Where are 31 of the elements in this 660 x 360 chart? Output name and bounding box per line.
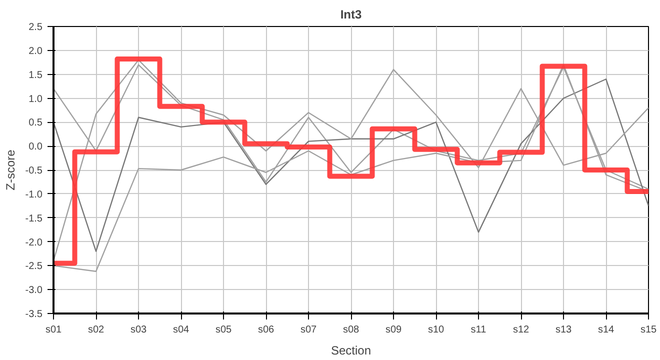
y-tick-label: 2.5 xyxy=(28,22,43,33)
y-tick-label: -1.0 xyxy=(25,189,43,200)
y-tick-label: -2.0 xyxy=(25,237,43,248)
y-axis-title: Z-score xyxy=(3,149,18,190)
x-tick-label: s11 xyxy=(470,324,487,336)
y-tick-label: -3.0 xyxy=(25,285,43,296)
x-tick-label: s07 xyxy=(300,324,317,336)
y-tick-label: 0.0 xyxy=(28,142,43,153)
x-tick-label: s13 xyxy=(555,324,572,336)
y-tick-label: 0.5 xyxy=(28,118,43,129)
x-axis-title: Section xyxy=(330,344,372,358)
x-tick-label: s09 xyxy=(385,324,402,336)
chart-title: Int3 xyxy=(340,8,362,22)
y-tick-label: -3.5 xyxy=(25,309,43,320)
x-tick-label: s04 xyxy=(172,324,190,336)
y-tick-label: 1.5 xyxy=(28,70,43,81)
y-tick-label: 2.0 xyxy=(28,46,43,57)
x-tick-label: s05 xyxy=(215,324,232,336)
x-tick-label: s12 xyxy=(512,324,530,336)
x-tick-label: s14 xyxy=(598,324,614,336)
x-tick-label: s01 xyxy=(45,324,62,336)
y-tick-label: -0.5 xyxy=(25,166,43,176)
x-tick-label: s02 xyxy=(88,324,104,336)
y-tick-label: 1.0 xyxy=(28,94,43,105)
x-tick-label: s06 xyxy=(258,324,274,336)
y-tick-label: -2.5 xyxy=(25,261,43,272)
x-tick-label: s15 xyxy=(640,324,657,336)
y-tick-label: -1.5 xyxy=(25,213,43,224)
x-tick-label: s03 xyxy=(130,324,147,336)
x-tick-label: s10 xyxy=(428,324,444,336)
x-tick-label: s08 xyxy=(342,324,360,336)
